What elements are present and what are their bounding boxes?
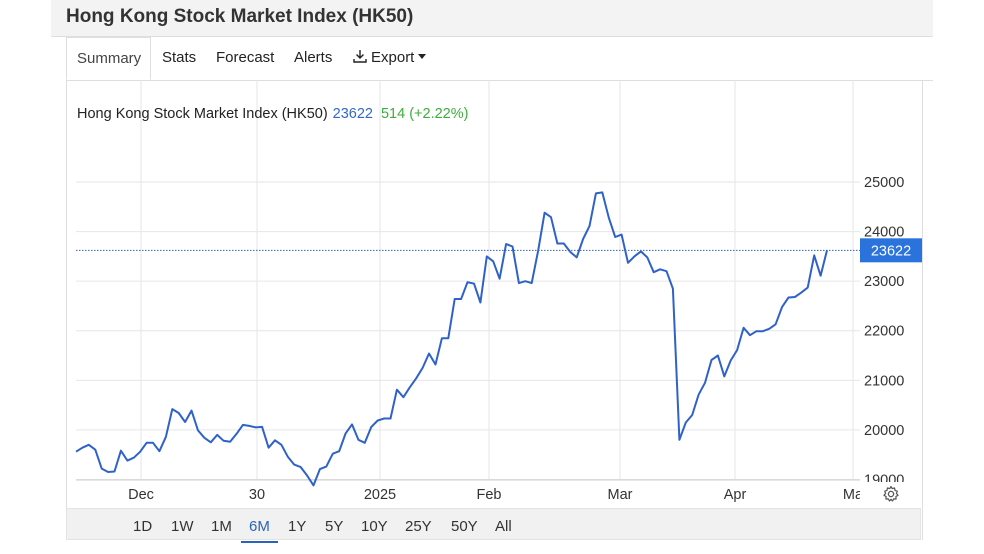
- y-tick-label: 22000: [864, 324, 904, 340]
- y-tick-label: 21000: [864, 373, 904, 389]
- last-price-badge: 23622: [860, 238, 922, 263]
- y-tick-label: 24000: [864, 225, 904, 241]
- page-title: Hong Kong Stock Market Index (HK50): [66, 6, 414, 27]
- range-10y[interactable]: 10Y: [361, 518, 388, 535]
- range-1m[interactable]: 1M: [211, 518, 232, 535]
- legend-change: 514 (+2.22%): [381, 106, 468, 122]
- range-6m[interactable]: 6M: [241, 518, 278, 543]
- tab-export[interactable]: Export: [352, 37, 427, 79]
- x-axis-ticks: Dec 30 2025 Feb Mar Apr Ma: [128, 482, 920, 506]
- tab-alerts[interactable]: Alerts: [294, 49, 333, 66]
- range-25y[interactable]: 25Y: [405, 518, 432, 535]
- y-tick-label: 23000: [864, 274, 904, 290]
- chart-legend: Hong Kong Stock Market Index (HK50) 23622…: [77, 106, 468, 122]
- gear-icon[interactable]: [882, 485, 900, 503]
- x-tick-label: Ma: [843, 487, 864, 503]
- x-tick-label: Dec: [128, 487, 154, 503]
- range-50y[interactable]: 50Y: [451, 518, 478, 535]
- x-tick-label: 30: [249, 487, 265, 503]
- last-price-badge-label: 23622: [871, 243, 911, 259]
- range-all[interactable]: All: [495, 518, 512, 535]
- range-1y[interactable]: 1Y: [288, 518, 307, 535]
- title-bar: Hong Kong Stock Market Index (HK50): [51, 0, 933, 37]
- tab-stats[interactable]: Stats: [162, 49, 197, 66]
- axis-mask: [860, 482, 920, 506]
- tab-export-label: Export: [371, 49, 415, 66]
- range-1d[interactable]: 1D: [133, 518, 153, 535]
- x-tick-label: Apr: [724, 487, 747, 503]
- y-tick-label: 25000: [864, 175, 904, 191]
- chart-panel: 19000 20000 21000 22000 23000 24000 25000 Dec 3…: [66, 80, 923, 540]
- series-line-group: [75, 191, 828, 487]
- tab-summary[interactable]: Summary: [66, 37, 151, 80]
- legend-last-value: 23622: [333, 106, 373, 122]
- series-line: [75, 191, 828, 487]
- last-price-badge-bg: [860, 238, 922, 263]
- range-1w[interactable]: 1W: [171, 518, 194, 535]
- grid-lines: [76, 80, 860, 480]
- x-tick-label: Feb: [477, 487, 502, 503]
- chevron-down-icon: [418, 54, 427, 59]
- tab-bar: Summary Stats Forecast Alerts Export: [66, 37, 933, 81]
- x-tick-label: 2025: [364, 487, 396, 503]
- range-selector: 1D 1W 1M 6M 1Y 5Y 10Y 25Y 50Y All: [66, 508, 921, 543]
- y-tick-label: 20000: [864, 423, 904, 439]
- x-tick-label: Mar: [608, 487, 633, 503]
- download-icon: [353, 50, 367, 63]
- range-5y[interactable]: 5Y: [325, 518, 344, 535]
- tab-forecast[interactable]: Forecast: [216, 49, 275, 66]
- legend-series-name: Hong Kong Stock Market Index (HK50): [77, 106, 328, 122]
